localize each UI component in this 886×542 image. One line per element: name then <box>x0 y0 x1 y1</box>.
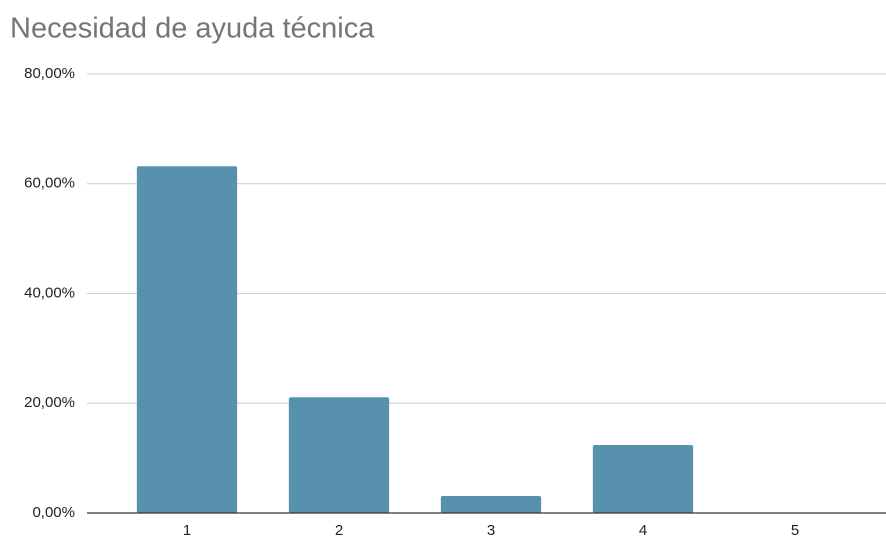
bar <box>440 495 542 513</box>
x-tick-label: 3 <box>487 522 495 537</box>
x-tick-label: 1 <box>183 522 191 537</box>
y-tick-label: 80,00% <box>24 65 75 82</box>
y-tick-label: 40,00% <box>24 284 75 301</box>
bar <box>288 397 390 513</box>
bar <box>136 166 238 513</box>
x-tick-label: 5 <box>791 522 799 537</box>
y-tick-label: 60,00% <box>24 175 75 192</box>
x-tick-label: 2 <box>335 522 343 537</box>
bar <box>592 444 694 513</box>
chart-title: Necesidad de ayuda técnica <box>10 13 375 45</box>
y-tick-label: 20,00% <box>24 394 75 411</box>
y-tick-label: 0,00% <box>32 504 75 521</box>
x-tick-label: 4 <box>639 522 647 537</box>
